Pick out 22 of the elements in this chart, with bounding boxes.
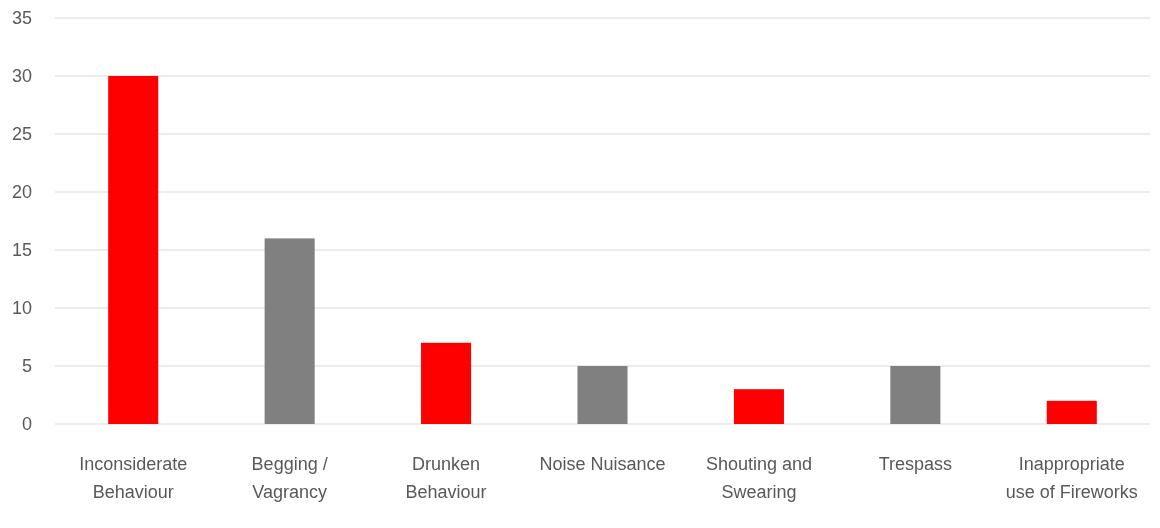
bar — [733, 389, 784, 424]
bar — [577, 366, 628, 424]
y-tick-label: 0 — [21, 414, 32, 435]
bar — [890, 366, 941, 424]
y-tick-label: 15 — [11, 240, 32, 261]
bar — [1046, 400, 1097, 424]
x-tick-label: Drunken Behaviour — [405, 454, 487, 502]
x-tick-label: Begging / Vagrancy — [251, 454, 328, 502]
y-tick-label: 35 — [11, 8, 32, 29]
x-tick-label: Inconsiderate Behaviour — [79, 454, 188, 502]
x-tick-label: Inappropriate use of Fireworks — [1005, 454, 1138, 502]
y-tick-label: 5 — [21, 356, 32, 377]
bar — [264, 238, 315, 424]
y-tick-label: 30 — [11, 66, 32, 87]
y-tick-label: 10 — [11, 298, 32, 319]
x-tick-label: Shouting and Swearing — [705, 454, 812, 502]
y-tick-label: 25 — [11, 124, 32, 145]
bar — [108, 76, 159, 424]
x-tick-label: Noise Nuisance — [539, 454, 666, 474]
y-tick-label: 20 — [11, 182, 32, 203]
x-tick-label: Trespass — [878, 454, 953, 474]
bar — [421, 342, 472, 424]
